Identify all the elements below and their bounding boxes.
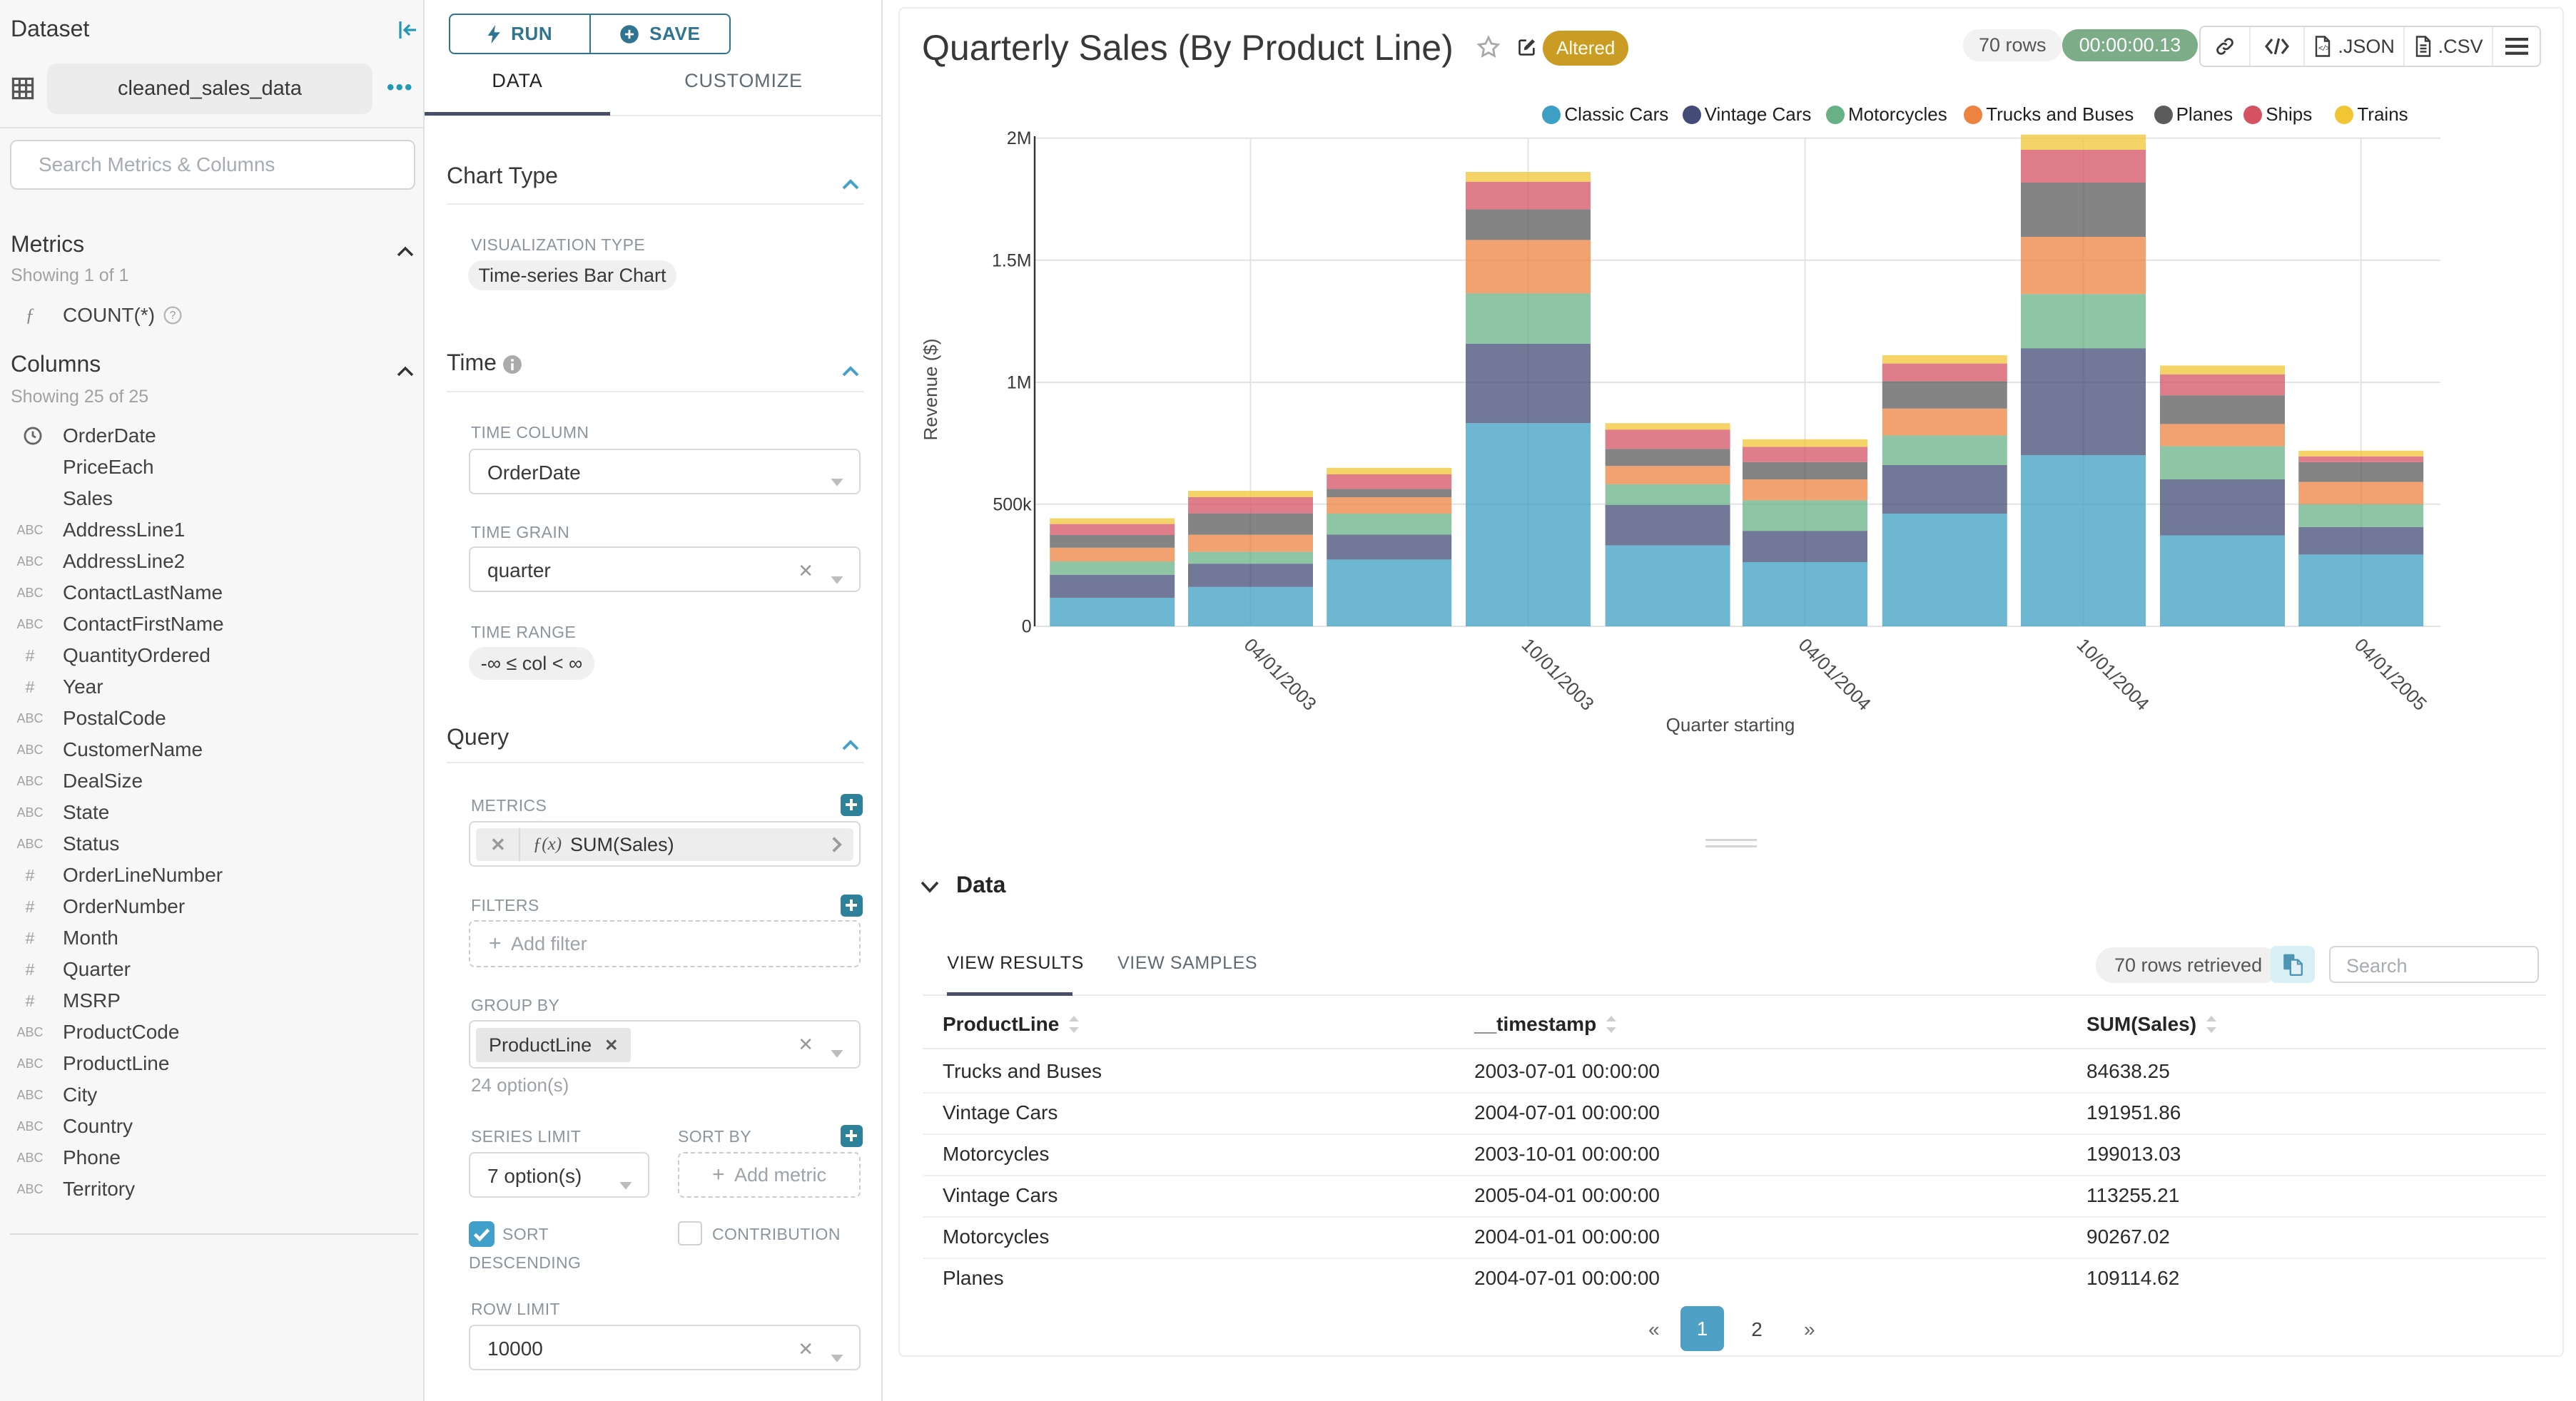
svg-text:04/01/2004: 04/01/2004 <box>1795 634 1875 715</box>
svg-text:1.5M: 1.5M <box>992 250 1032 270</box>
svg-text:Quarter starting: Quarter starting <box>1666 714 1795 735</box>
svg-text:Revenue ($): Revenue ($) <box>920 338 941 440</box>
svg-text:?: ? <box>170 310 176 322</box>
svg-text:1M: 1M <box>1007 373 1032 393</box>
svg-text:0: 0 <box>1022 617 1032 637</box>
svg-text:04/01/2003: 04/01/2003 <box>1240 634 1321 715</box>
svg-text:2M: 2M <box>1007 128 1032 148</box>
svg-text:04/01/2005: 04/01/2005 <box>2351 634 2431 715</box>
svg-text:</>: </> <box>2318 44 2331 53</box>
svg-text:10/01/2004: 10/01/2004 <box>2073 634 2154 715</box>
svg-text:500k: 500k <box>993 494 1032 514</box>
svg-text:10/01/2003: 10/01/2003 <box>1518 634 1598 715</box>
